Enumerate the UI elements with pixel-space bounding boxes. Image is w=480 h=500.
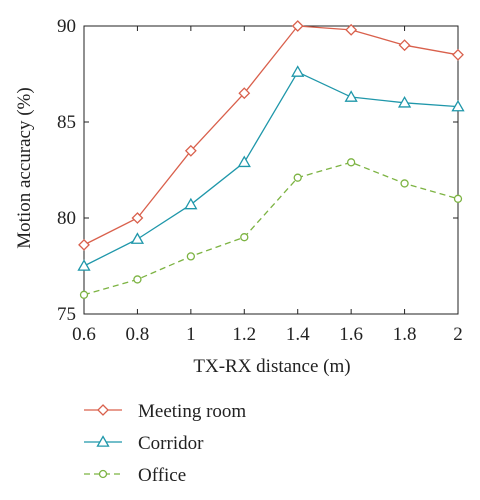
data-point-meeting-room bbox=[345, 23, 358, 36]
x-tick-label: 1.8 bbox=[393, 324, 417, 345]
data-point-meeting-room bbox=[131, 212, 144, 224]
data-point-corridor bbox=[291, 65, 305, 77]
data-point-office bbox=[453, 194, 463, 203]
series-line-corridor bbox=[83, 71, 459, 267]
data-point-meeting-room bbox=[291, 20, 304, 32]
legend: Meeting room Corridor Office bbox=[84, 401, 246, 486]
data-point-corridor bbox=[130, 232, 145, 244]
x-tick-label: 0.6 bbox=[72, 324, 96, 345]
data-point-corridor bbox=[451, 99, 465, 112]
data-point-office bbox=[240, 233, 249, 242]
x-tick-label: 1.6 bbox=[339, 324, 363, 345]
data-point-office bbox=[186, 252, 196, 261]
data-point-corridor bbox=[237, 155, 251, 168]
data-point-office bbox=[133, 275, 142, 284]
data-point-meeting-room bbox=[452, 48, 464, 61]
legend-marker-office bbox=[98, 469, 108, 479]
x-tick-label: 1 bbox=[186, 324, 196, 345]
data-point-corridor bbox=[397, 95, 412, 108]
y-tick-label: 85 bbox=[57, 112, 76, 133]
data-point-meeting-room bbox=[184, 144, 197, 157]
y-tick-label: 90 bbox=[57, 16, 76, 37]
legend-marker-corridor bbox=[96, 435, 110, 447]
series-line-meeting-room bbox=[83, 25, 459, 246]
plot-frame bbox=[83, 25, 459, 315]
data-point-meeting-room bbox=[398, 39, 411, 52]
series-line-office bbox=[83, 161, 459, 296]
data-point-office bbox=[79, 290, 89, 299]
y-axis-label: Motion accuracy (%) bbox=[14, 87, 35, 248]
plot-area: 0.6 0.8 1 1.2 1.4 1.6 1.8 2 75 80 85 90 bbox=[57, 16, 465, 345]
data-point-corridor bbox=[344, 90, 358, 102]
legend-label-meeting-room: Meeting room bbox=[138, 401, 246, 422]
y-tick-label: 75 bbox=[57, 304, 76, 325]
legend-marker-meeting-room bbox=[97, 404, 109, 416]
legend-label-office: Office bbox=[138, 465, 186, 486]
data-point-corridor bbox=[77, 259, 91, 271]
x-axis-label: TX-RX distance (m) bbox=[193, 356, 350, 377]
x-tick-label: 2 bbox=[453, 324, 463, 345]
data-point-office bbox=[293, 173, 302, 182]
data-point-office bbox=[346, 158, 356, 167]
data-point-meeting-room bbox=[78, 238, 90, 251]
x-tick-label: 1.2 bbox=[232, 324, 256, 345]
x-tick-label: 0.8 bbox=[126, 324, 150, 345]
data-point-office bbox=[400, 179, 409, 188]
y-tick-label: 80 bbox=[57, 208, 76, 229]
data-point-corridor bbox=[184, 197, 198, 210]
x-tick-label: 1.4 bbox=[286, 324, 310, 345]
data-point-meeting-room bbox=[238, 87, 251, 100]
legend-label-corridor: Corridor bbox=[138, 433, 204, 454]
